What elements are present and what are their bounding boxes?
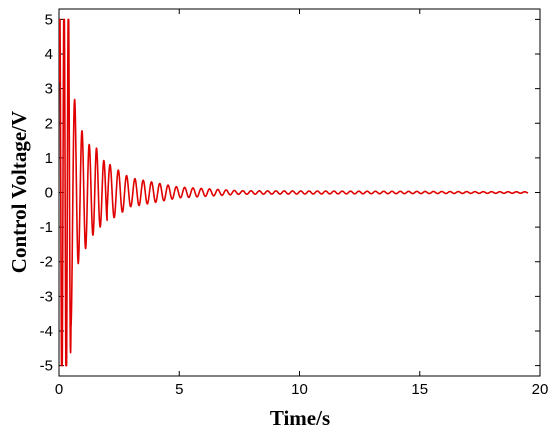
y-tick-label: 4: [45, 46, 53, 63]
y-tick-label: 3: [45, 81, 53, 98]
y-tick-label: 0: [45, 185, 53, 202]
axis-ticks: 0 5 10 15 20 -5 -4 -3 -2 -1 0 1 2 3 4 5: [40, 9, 549, 398]
y-tick-label: -5: [40, 358, 53, 375]
x-tick-label: 20: [532, 381, 549, 398]
y-tick-label: -3: [40, 288, 53, 305]
x-tick-label: 10: [291, 381, 308, 398]
control-voltage-line: [59, 18, 529, 367]
y-tick-label: 5: [45, 11, 53, 28]
y-tick-label: -4: [40, 323, 53, 340]
y-tick-label: 1: [45, 150, 53, 167]
y-tick-label: -1: [40, 219, 53, 236]
x-axis-label: Time/s: [270, 406, 330, 430]
x-tick-label: 5: [175, 381, 183, 398]
x-tick-label: 0: [55, 381, 63, 398]
x-tick-label: 15: [411, 381, 428, 398]
y-tick-label: -2: [40, 254, 53, 271]
y-tick-label: 2: [45, 115, 53, 132]
y-axis-label: Control Voltage/V: [7, 111, 31, 273]
